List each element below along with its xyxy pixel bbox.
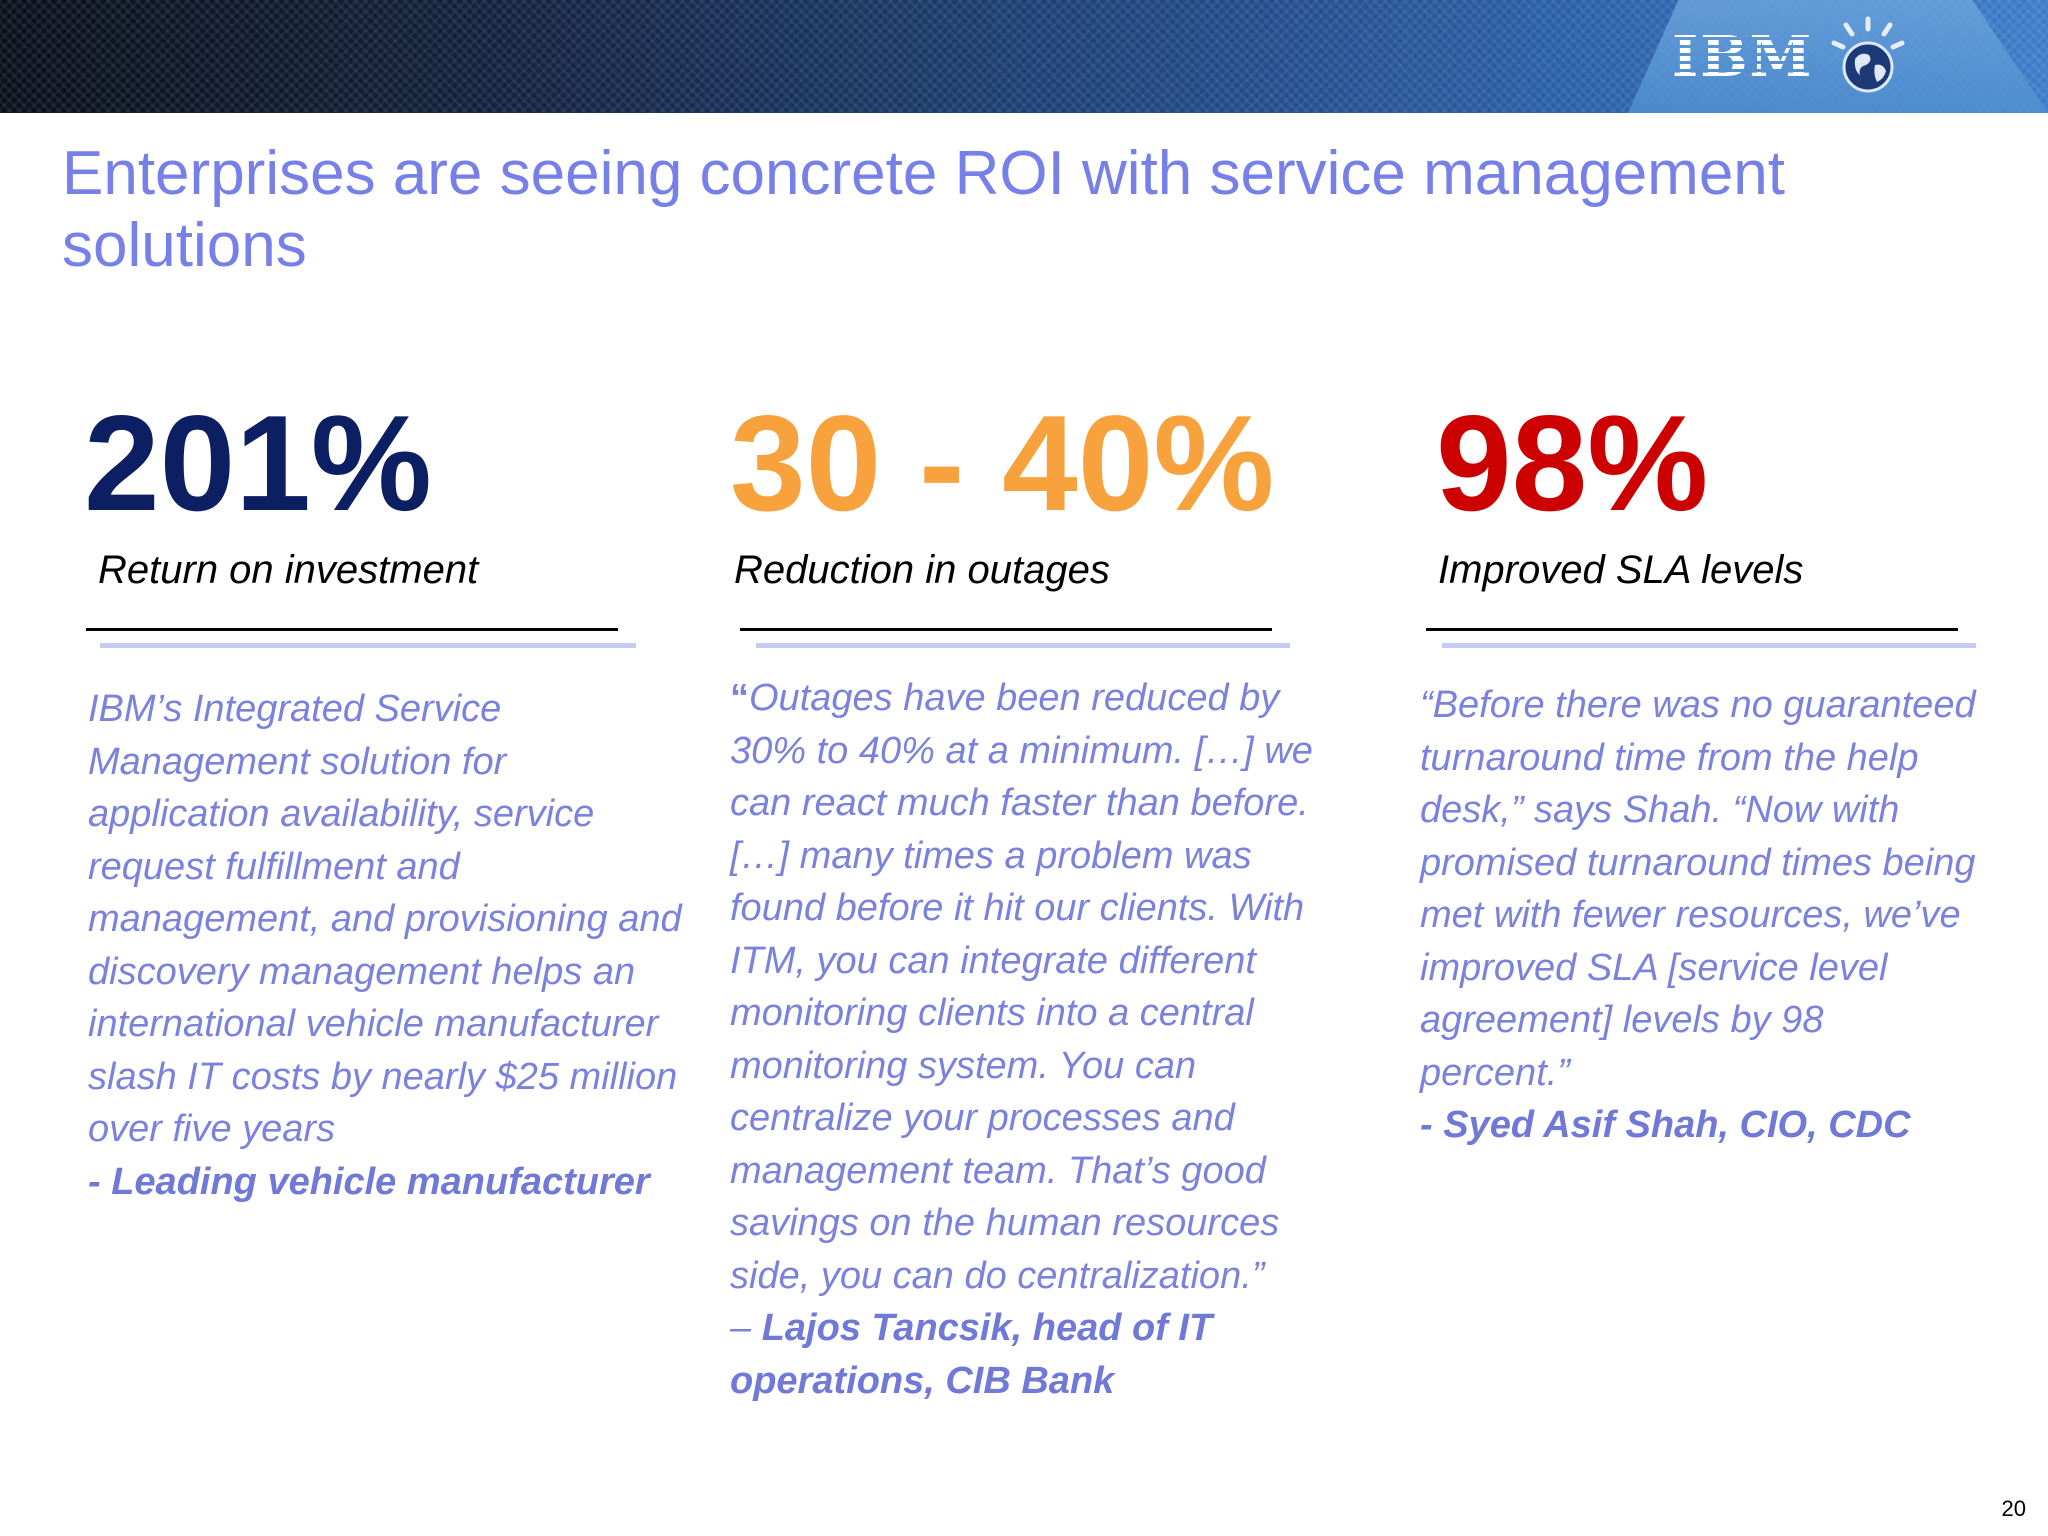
stat-label: Improved SLA levels <box>1438 548 1804 592</box>
slide-title: Enterprises are seeing concrete ROI with… <box>62 139 1786 280</box>
header-banner: IBM <box>0 0 2048 113</box>
divider-line <box>740 628 1272 631</box>
logo-text: IBM <box>1672 24 1814 90</box>
globe-icon <box>1828 15 1908 100</box>
divider-line <box>1426 628 1958 631</box>
quote-text: “Before there was no guaranteed turnarou… <box>1420 679 1980 1152</box>
divider-shadow <box>1442 643 1976 648</box>
quote-text: “Outages have been reduced by 30% to 40%… <box>730 672 1350 1407</box>
page-number: 20 <box>2001 1496 2026 1521</box>
quote-mark: “ <box>730 677 749 719</box>
divider-shadow <box>100 643 636 648</box>
stat-column-outages: 30 - 40% Reduction in outages <box>730 388 1274 594</box>
stat-column-sla: 98% Improved SLA levels <box>1436 388 1803 594</box>
ibm-logo: IBM <box>1672 16 1908 94</box>
case-study-body: IBM’s Integrated Service Management solu… <box>88 688 682 1150</box>
stat-value: 30 - 40% <box>730 387 1275 539</box>
stat-value: 98% <box>1436 387 1709 539</box>
stat-value: 201% <box>84 387 432 539</box>
quote-body: “Before there was no guaranteed turnarou… <box>1420 684 1976 1094</box>
divider-shadow <box>756 643 1290 648</box>
header-wedge <box>1628 0 2048 113</box>
quote-body: Outages have been reduced by 30% to 40% … <box>730 677 1313 1297</box>
stat-label: Reduction in outages <box>734 548 1110 592</box>
case-study-text: IBM’s Integrated Service Management solu… <box>88 683 698 1208</box>
stat-label: Return on investment <box>98 548 479 592</box>
attribution: Lajos Tancsik, head of IT operations, CI… <box>730 1307 1213 1402</box>
stat-column-roi: 201% Return on investment <box>84 388 478 594</box>
attribution-dash: – <box>730 1307 762 1349</box>
attribution: - Syed Asif Shah, CIO, CDC <box>1420 1104 1911 1146</box>
divider-line <box>86 628 618 631</box>
attribution: - Leading vehicle manufacturer <box>88 1160 650 1203</box>
